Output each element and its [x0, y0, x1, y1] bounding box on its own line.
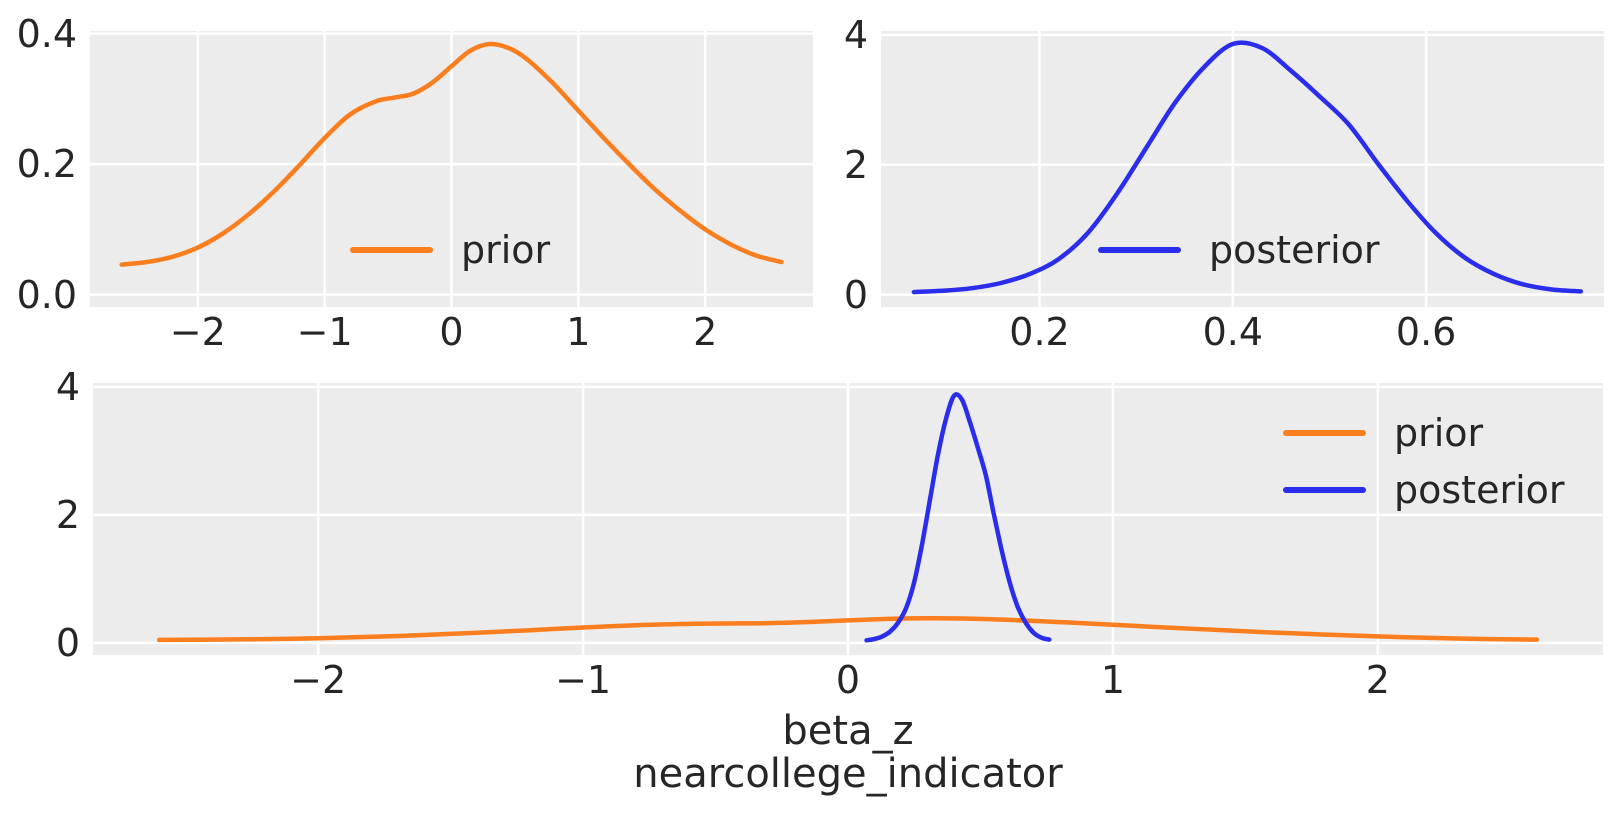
prior-marginal-svg — [90, 31, 813, 307]
legend-overlay-panel: prior posterior — [1283, 410, 1565, 513]
posterior-marginal-svg — [881, 31, 1604, 307]
prior-density-curve — [119, 41, 784, 267]
posterior-density-curve — [864, 392, 1052, 643]
x-tick-label: −1 — [555, 658, 612, 702]
x-tick-label: 2 — [693, 310, 718, 354]
x-tick-label: 0.6 — [1395, 310, 1457, 354]
panel-posterior-density: posterior — [881, 31, 1604, 307]
x-tick-label: 1 — [566, 310, 591, 354]
y-tick-label: 2 — [55, 492, 80, 537]
legend-prior-panel: prior — [350, 227, 550, 273]
x-axis-label-line1: beta_z — [782, 708, 914, 754]
prior-posterior-overlay-svg — [93, 383, 1603, 655]
panel-prior-posterior-overlay: prior posterior — [93, 383, 1603, 655]
posterior-density-curve — [911, 40, 1584, 295]
y-tick-label: 2 — [843, 142, 868, 187]
x-axis-label: beta_z nearcollege_indicator — [93, 710, 1603, 796]
x-axis-label-line2: nearcollege_indicator — [633, 751, 1063, 797]
legend-entry-posterior: posterior — [1283, 467, 1565, 513]
panel-prior-density: prior — [90, 31, 813, 307]
y-tick-label: 0.4 — [16, 11, 77, 56]
x-tick-label: 0 — [439, 310, 464, 354]
legend-label-prior: prior — [461, 228, 551, 272]
x-tick-label: 0 — [835, 658, 861, 702]
legend-label-prior: prior — [1394, 411, 1484, 455]
legend-entry-prior: prior — [1283, 410, 1565, 456]
y-tick-label: 0.2 — [16, 142, 77, 187]
legend-label-posterior: posterior — [1209, 228, 1380, 272]
x-tick-label: 2 — [1365, 658, 1390, 702]
x-tick-label: 0.4 — [1202, 310, 1264, 354]
legend-posterior-panel: posterior — [1098, 227, 1380, 273]
gridlines — [93, 383, 1603, 655]
gridlines — [90, 31, 813, 307]
legend-line-sample-prior — [1283, 430, 1366, 436]
y-tick-label: 4 — [843, 12, 868, 57]
x-tick-label: 1 — [1100, 658, 1125, 702]
x-tick-label: −2 — [290, 658, 347, 702]
y-tick-label: 0 — [55, 620, 80, 665]
y-tick-label: 0.0 — [16, 272, 77, 317]
x-tick-label: 0.2 — [1009, 310, 1070, 354]
legend-line-sample-posterior — [1283, 487, 1366, 493]
legend-entry-posterior: posterior — [1098, 227, 1380, 273]
x-tick-label: −2 — [169, 310, 226, 354]
y-tick-label: 0 — [843, 272, 868, 317]
x-tick-label: −1 — [296, 310, 353, 354]
legend-entry-prior: prior — [350, 227, 550, 273]
legend-label-posterior: posterior — [1394, 468, 1565, 512]
legend-line-sample-posterior — [1098, 247, 1181, 253]
legend-line-sample-prior — [350, 247, 433, 253]
y-tick-label: 4 — [55, 364, 80, 409]
gridlines — [881, 31, 1604, 307]
prior-density-curve — [156, 616, 1540, 643]
